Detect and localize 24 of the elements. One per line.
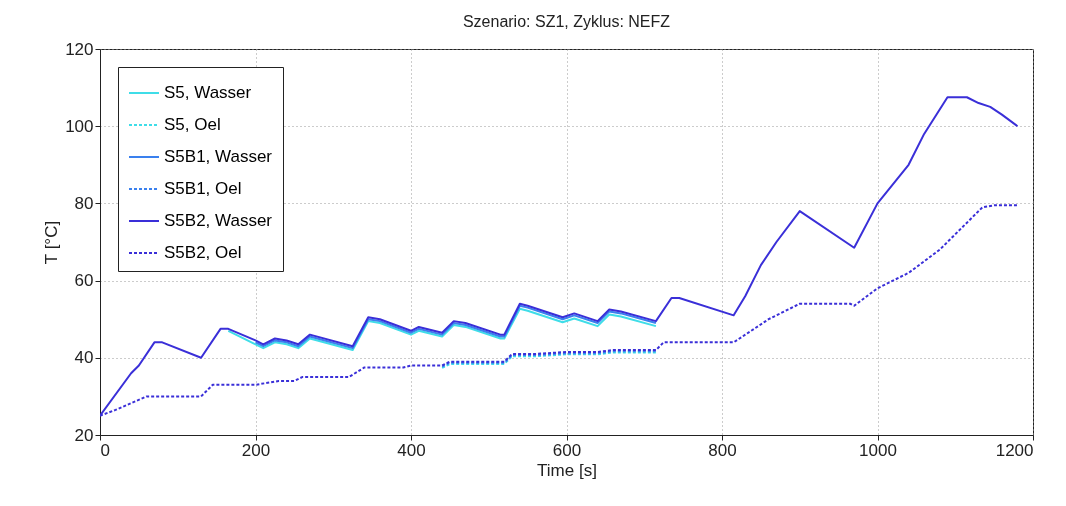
x-tick-label: 400 — [397, 440, 426, 460]
y-tick-label: 120 — [65, 39, 94, 59]
chart-title: Szenario: SZ1, Zyklus: NEFZ — [462, 13, 671, 30]
y-tick-label: 40 — [74, 348, 94, 368]
x-tick-label: 600 — [552, 440, 582, 460]
legend-label: S5B2, Oel — [164, 243, 242, 262]
line-series — [227, 307, 657, 352]
legend-label: S5B1, Oel — [164, 179, 242, 198]
x-tick-label: 1000 — [859, 440, 897, 460]
legend-label: S5, Wasser — [164, 83, 252, 102]
line-series — [254, 304, 657, 350]
y-axis-title: T [°C] — [42, 220, 62, 265]
legend-label: S5B1, Wasser — [164, 147, 273, 166]
legend-label: S5B2, Wasser — [164, 211, 273, 230]
y-tick-label: 20 — [74, 425, 94, 445]
y-tick-label: 60 — [74, 271, 94, 291]
x-tick-label: 1200 — [995, 440, 1034, 460]
x-tick-label: 0 — [100, 440, 110, 460]
y-tick-label: 100 — [65, 116, 94, 136]
legend-label: S5, Oel — [164, 115, 221, 134]
x-tick-label: 800 — [708, 440, 737, 460]
y-tick-label: 80 — [74, 193, 94, 213]
x-axis-title: Time [s] — [537, 460, 597, 480]
x-tick-label: 200 — [241, 440, 271, 460]
